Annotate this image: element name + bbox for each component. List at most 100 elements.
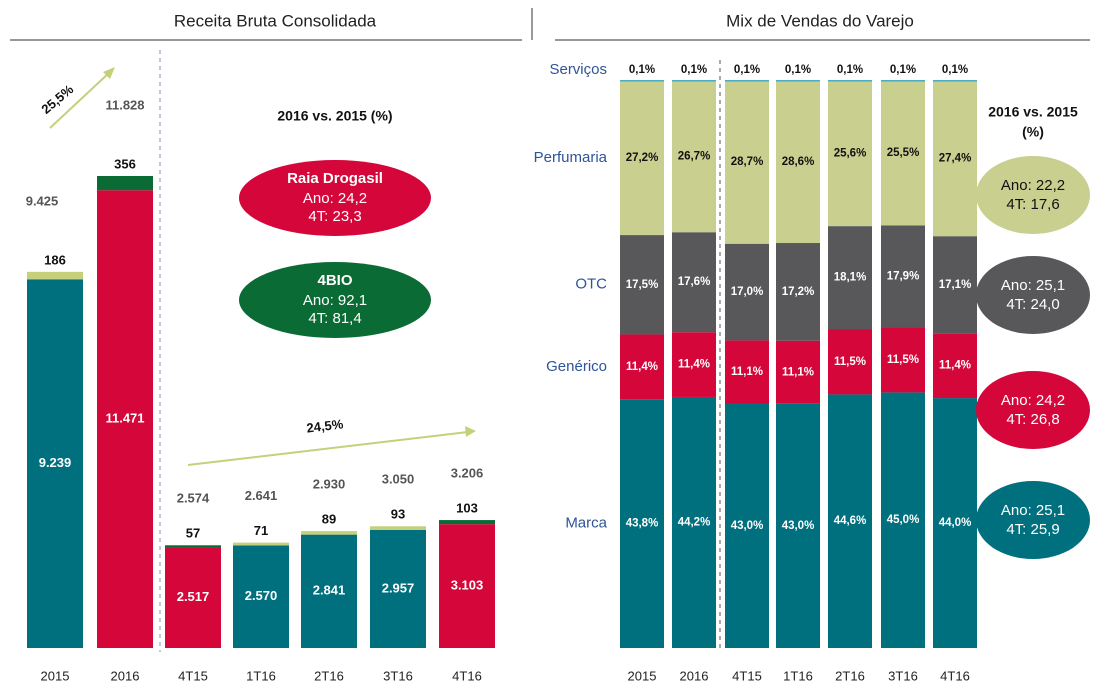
comparison-oval: [976, 481, 1090, 559]
bar-segment: [776, 80, 820, 244]
comparison-line: Ano: 92,1: [303, 292, 367, 309]
value-label: 26,7%: [678, 150, 711, 162]
value-label: 0,1%: [734, 64, 760, 76]
bar-segment: [301, 531, 357, 535]
bar-segment: [881, 392, 925, 648]
series-label: Serviços: [549, 61, 607, 78]
bar-segment: [27, 271, 83, 280]
value-label: 44,2%: [678, 517, 711, 529]
comparison-line: 4T: 24,0: [1006, 296, 1059, 313]
x-tick-label: 2015: [628, 668, 657, 683]
bar-segment: [620, 235, 664, 335]
bar-segment: [672, 396, 716, 648]
value-label: 17,9%: [887, 270, 920, 282]
bar-segment: [933, 80, 977, 237]
bar-segment: [233, 545, 289, 648]
bar-segment: [301, 534, 357, 648]
x-tick-label: 1T16: [246, 668, 276, 683]
value-label: 11,4%: [626, 361, 658, 373]
value-label: 3.103: [451, 578, 484, 593]
value-label: 11,1%: [731, 366, 763, 378]
value-label: 0,1%: [837, 64, 863, 76]
comparison-oval: [239, 262, 431, 338]
value-label: 43,0%: [731, 520, 764, 532]
annotation: 25,5%: [38, 81, 76, 116]
bar-segment: [828, 394, 872, 648]
value-label: 43,8%: [626, 518, 659, 530]
bar-segment: [776, 340, 820, 404]
total-label: 2.574: [177, 491, 210, 506]
bar-segment: [672, 80, 716, 233]
value-label: 186: [44, 252, 66, 267]
value-label: 44,0%: [939, 517, 972, 529]
x-tick-label: 3T16: [383, 668, 413, 683]
bar-segment: [881, 80, 925, 82]
value-label: 93: [391, 507, 405, 522]
value-label: 11,1%: [782, 366, 814, 378]
value-label: 0,1%: [942, 64, 968, 76]
value-label: 57: [186, 526, 200, 541]
value-label: 11,5%: [887, 354, 919, 366]
value-label: 2.841: [313, 583, 346, 598]
comparison-line: 4T: 26,8: [1006, 411, 1059, 428]
comparison-line: Ano: 25,1: [1001, 277, 1065, 294]
value-label: 43,0%: [782, 520, 815, 532]
bar-segment: [828, 329, 872, 395]
comparison-line: 4T: 23,3: [308, 208, 361, 225]
bar-segment: [97, 176, 153, 191]
bar-segment: [672, 80, 716, 82]
arrow-head: [465, 426, 476, 437]
x-tick-label: 4T16: [452, 668, 482, 683]
value-label: 45,0%: [887, 514, 920, 526]
bar-segment: [725, 243, 769, 341]
value-label: 11.471: [105, 411, 144, 426]
growth-arrow: [49, 71, 111, 129]
comparison-oval: [976, 156, 1090, 234]
bar-segment: [881, 327, 925, 393]
x-tick-label: 4T15: [178, 668, 208, 683]
bar-segment: [370, 529, 426, 648]
value-label: 25,5%: [887, 147, 920, 159]
comparison-name: 4BIO: [317, 272, 352, 289]
bar-segment: [881, 80, 925, 226]
bar-segment: [672, 232, 716, 333]
comparison-oval: [239, 160, 431, 236]
bar-segment: [725, 80, 769, 82]
bar-segment: [828, 226, 872, 330]
comparison-line: Ano: 25,1: [1001, 502, 1065, 519]
value-label: 0,1%: [681, 64, 707, 76]
value-label: 25,6%: [834, 147, 867, 159]
value-label: 103: [456, 500, 478, 515]
bar-segment: [620, 399, 664, 648]
value-label: 0,1%: [785, 64, 811, 76]
bar-segment: [620, 80, 664, 82]
series-label: Marca: [565, 515, 607, 532]
bar-segment: [933, 80, 977, 82]
bar-segment: [233, 542, 289, 546]
x-tick-label: 2016: [680, 668, 709, 683]
bar-segment: [165, 547, 221, 648]
value-label: 2.957: [382, 580, 415, 595]
bar-segment: [933, 333, 977, 399]
comparison-line: 4T: 17,6: [1006, 196, 1059, 213]
x-tick-label: 4T15: [732, 668, 762, 683]
comparison-line: Ano: 24,2: [1001, 392, 1065, 409]
value-label: 28,7%: [731, 156, 764, 168]
bar-segment: [828, 80, 872, 82]
series-label: Perfumaria: [534, 149, 608, 166]
x-tick-label: 2015: [41, 668, 70, 683]
bar-segment: [776, 403, 820, 648]
total-label: 3.050: [382, 472, 415, 487]
bar-segment: [27, 279, 83, 648]
value-label: 17,1%: [939, 279, 972, 291]
total-label: 2.930: [313, 477, 346, 492]
bar-segment: [439, 524, 495, 648]
value-label: 71: [254, 523, 268, 538]
bar-segment: [828, 80, 872, 227]
growth-arrow: [187, 431, 469, 466]
comparison-oval: [976, 371, 1090, 449]
bar-segment: [439, 520, 495, 525]
comparison-line: Ano: 22,2: [1001, 177, 1065, 194]
comparison-line: 4T: 25,9: [1006, 521, 1059, 538]
